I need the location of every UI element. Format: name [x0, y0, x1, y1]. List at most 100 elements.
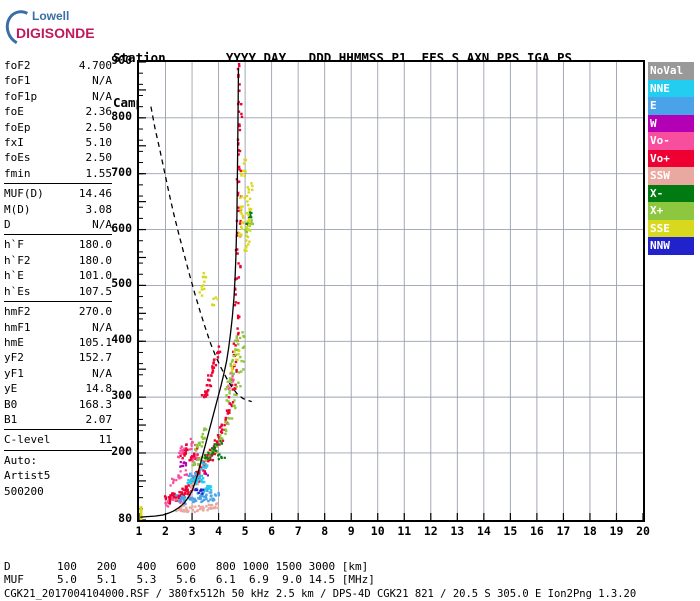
- param-value: N/A: [92, 366, 112, 380]
- param-key: foF1p: [4, 89, 38, 103]
- param-key: fmin: [4, 166, 31, 180]
- legend-item-x-[interactable]: X-: [648, 184, 694, 202]
- legend-item-nne[interactable]: NNE: [648, 79, 694, 97]
- footer-distance-row: D 100 200 400 600 800 1000 1500 3000 [km…: [4, 560, 369, 573]
- legend-item-x-[interactable]: X+: [648, 202, 694, 220]
- x-tick-label: 1: [135, 524, 143, 538]
- footer-file-info: CGK21_2017004104000.RSF / 380fx512h 50 k…: [4, 588, 637, 600]
- param-key: yE: [4, 382, 18, 396]
- param-value: 14.8: [85, 382, 113, 396]
- param-row: M(D) 3.08: [4, 202, 112, 217]
- param-row: foEs 2.50: [4, 150, 112, 165]
- param-value: 180.0: [78, 253, 112, 267]
- x-tick-label: 19: [609, 524, 624, 538]
- param-value: 3.08: [85, 202, 113, 216]
- doppler-direction-legend: NoVal NNE E W Vo- Vo+ SSW X- X+ SSE NNW: [648, 62, 694, 255]
- x-tick-label: 12: [423, 524, 438, 538]
- legend-item-vo-[interactable]: Vo-: [648, 132, 694, 150]
- x-tick-label: 2: [162, 524, 169, 538]
- param-value: 2.50: [85, 151, 113, 165]
- auto-scaler-name: Artist5: [4, 469, 51, 483]
- param-row: h`F 180.0: [4, 237, 112, 252]
- param-row: foEp 2.50: [4, 120, 112, 135]
- x-tick-label: 18: [583, 524, 597, 538]
- param-key: h`E: [4, 269, 24, 283]
- series-nne: [186, 460, 213, 492]
- param-row: hmF2 270.0: [4, 304, 112, 319]
- y-tick-label: 400: [111, 332, 132, 347]
- param-value: 5.10: [85, 136, 113, 150]
- param-row: h`E 101.0: [4, 268, 112, 283]
- param-value: 105.1: [78, 335, 112, 349]
- param-value: 101.0: [78, 269, 112, 283]
- param-key: foF1: [4, 74, 31, 88]
- series-sse: [198, 158, 254, 372]
- y-axis-labels: 80 200 300 400 500 600 700 800 900: [96, 52, 132, 532]
- curve-muf-secant-curve: [150, 106, 252, 403]
- param-key: yF2: [4, 351, 24, 365]
- param-row: foE 2.36: [4, 104, 112, 119]
- param-key: B1: [4, 412, 18, 426]
- auto-scaler-code: 500200: [4, 484, 44, 498]
- param-group-virtual-heights: h`F 180.0 h`F2 180.0 h`E 101.0 h`Es 107.5: [4, 237, 112, 299]
- param-key: hmE: [4, 335, 24, 349]
- x-tick-label: 17: [556, 524, 571, 538]
- series-x-: [191, 219, 255, 467]
- legend-item-w[interactable]: W: [648, 114, 694, 132]
- legend-item-noval[interactable]: NoVal: [648, 62, 694, 80]
- x-tick-label: 8: [321, 524, 329, 538]
- x-tick-label: 13: [450, 524, 465, 538]
- param-value: N/A: [92, 218, 112, 232]
- param-key: h`Es: [4, 284, 31, 298]
- param-key: B0: [4, 397, 18, 411]
- y-tick-label: 900: [111, 53, 132, 67]
- x-tick-label: 6: [268, 524, 276, 538]
- y-tick-label: 800: [111, 108, 132, 123]
- series-w: [179, 461, 209, 477]
- param-key: yF1: [4, 366, 24, 380]
- param-value: 1.55: [85, 166, 113, 180]
- legend-item-ssw[interactable]: SSW: [648, 167, 694, 185]
- param-row: foF1 N/A: [4, 73, 112, 88]
- param-row: D N/A: [4, 217, 112, 232]
- x-tick-label: 5: [241, 524, 249, 538]
- logo-lowell-text: Lowell: [32, 9, 70, 23]
- param-row: fmin 1.55: [4, 166, 112, 181]
- ionospheric-parameters-panel: foF2 4.700 foF1 N/A foF1p N/A foE 2.36 foEp 2.50 f…: [4, 58, 112, 499]
- param-value: 11: [98, 433, 112, 447]
- x-tick-label: 9: [347, 524, 355, 538]
- param-value: N/A: [92, 74, 112, 88]
- param-row: yF2 152.7: [4, 350, 112, 365]
- x-tick-label: 11: [397, 524, 412, 538]
- param-key: M(D): [4, 202, 31, 216]
- param-row: yF1 N/A: [4, 366, 112, 381]
- auto-label: Auto:: [4, 453, 38, 467]
- y-tick-label: 500: [111, 276, 132, 291]
- param-value: 180.0: [78, 238, 112, 252]
- param-value: N/A: [92, 320, 112, 334]
- legend-item-nnw[interactable]: NNW: [648, 237, 694, 255]
- param-row: hmF1 N/A: [4, 320, 112, 335]
- param-value: 4.700: [78, 59, 112, 72]
- param-key: foF2: [4, 59, 31, 72]
- legend-item-vo-[interactable]: Vo+: [648, 149, 694, 167]
- divider: [4, 449, 112, 451]
- divider: [4, 429, 112, 431]
- legend-item-sse[interactable]: SSE: [648, 219, 694, 237]
- divider: [4, 183, 112, 185]
- param-value: 152.7: [78, 351, 112, 365]
- param-key: hmF2: [4, 305, 31, 319]
- param-row: foF1p N/A: [4, 89, 112, 104]
- y-tick-label: 80: [118, 511, 132, 525]
- footer-muf-row: MUF 5.0 5.1 5.3 5.6 6.1 6.9 9.0 14.5 [MH…: [4, 573, 375, 586]
- plot-canvas: [139, 62, 643, 520]
- ionogram-plot-area[interactable]: [137, 60, 645, 522]
- x-tick-label: 20: [636, 524, 650, 538]
- x-tick-label: 7: [294, 524, 302, 538]
- param-value: 14.46: [78, 187, 112, 201]
- series-vo-: [164, 372, 235, 508]
- param-key: foEp: [4, 120, 31, 134]
- legend-item-e[interactable]: E: [648, 97, 694, 115]
- x-axis-labels: 1 2 3 4 5 6 7 8 9 10 11 12 13 14 15 16 17 18 19 20: [120, 524, 680, 546]
